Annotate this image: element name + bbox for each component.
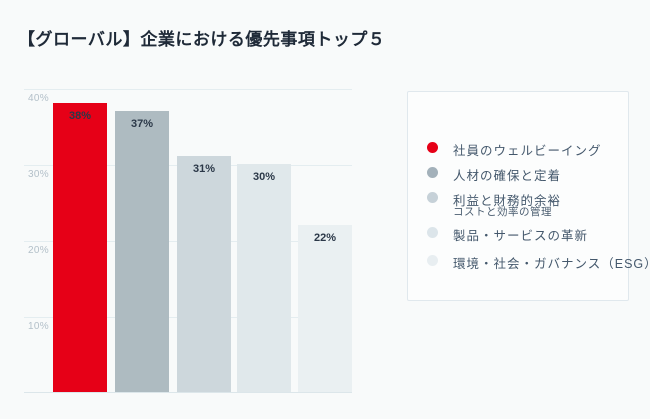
legend-item-label: 人材の確保と定着 xyxy=(453,169,562,183)
bar-2: 37% xyxy=(115,110,169,392)
bar-value-label-2: 37% xyxy=(130,117,154,130)
bar-chart-plot: 40% 30% 20% 10% 38% 37% 31% 30% 22% xyxy=(24,89,352,393)
y-tick-label-10: 10% xyxy=(28,321,49,332)
y-tick-label-40: 40% xyxy=(28,93,49,104)
legend-color-dot-icon xyxy=(427,142,438,153)
bar-4: 30% xyxy=(237,164,291,392)
x-axis-baseline xyxy=(24,392,352,393)
gridline-40 xyxy=(24,89,352,90)
legend-color-dot-icon xyxy=(427,255,438,266)
bar-value-label-5: 22% xyxy=(313,231,337,244)
legend-item-label: 利益と財務的余裕 xyxy=(453,194,562,208)
legend-color-dot-icon xyxy=(427,227,438,238)
legend-color-dot-icon xyxy=(427,167,438,178)
page-title: 【グローバル】企業における優先事項トップ５ xyxy=(18,30,386,49)
legend-item-label: 環境・社会・ガバナンス（ESG） xyxy=(453,257,650,271)
bar-value-label-4: 30% xyxy=(252,171,276,183)
legend-box: 社員のウェルビーイング 人材の確保と定着 利益と財務的余裕 コストと効率の管理製品・サ… xyxy=(407,91,650,301)
legend-item-label: 製品・サービスの革新 xyxy=(453,229,589,243)
y-tick-label-30: 30% xyxy=(28,169,49,180)
y-tick-label-20: 20% xyxy=(28,245,49,256)
legend-item-label: 社員のウェルビーイング xyxy=(453,144,602,158)
legend-color-dot-icon xyxy=(427,192,438,203)
bar-5: 22% xyxy=(298,224,352,392)
bar-1: 38% xyxy=(53,103,107,392)
legend-item-sublabel: コストと効率の管理 xyxy=(453,206,552,218)
bar-value-label-1: 38% xyxy=(68,110,92,123)
bar-value-label-3: 31% xyxy=(192,163,216,176)
bar-3: 31% xyxy=(177,156,231,392)
